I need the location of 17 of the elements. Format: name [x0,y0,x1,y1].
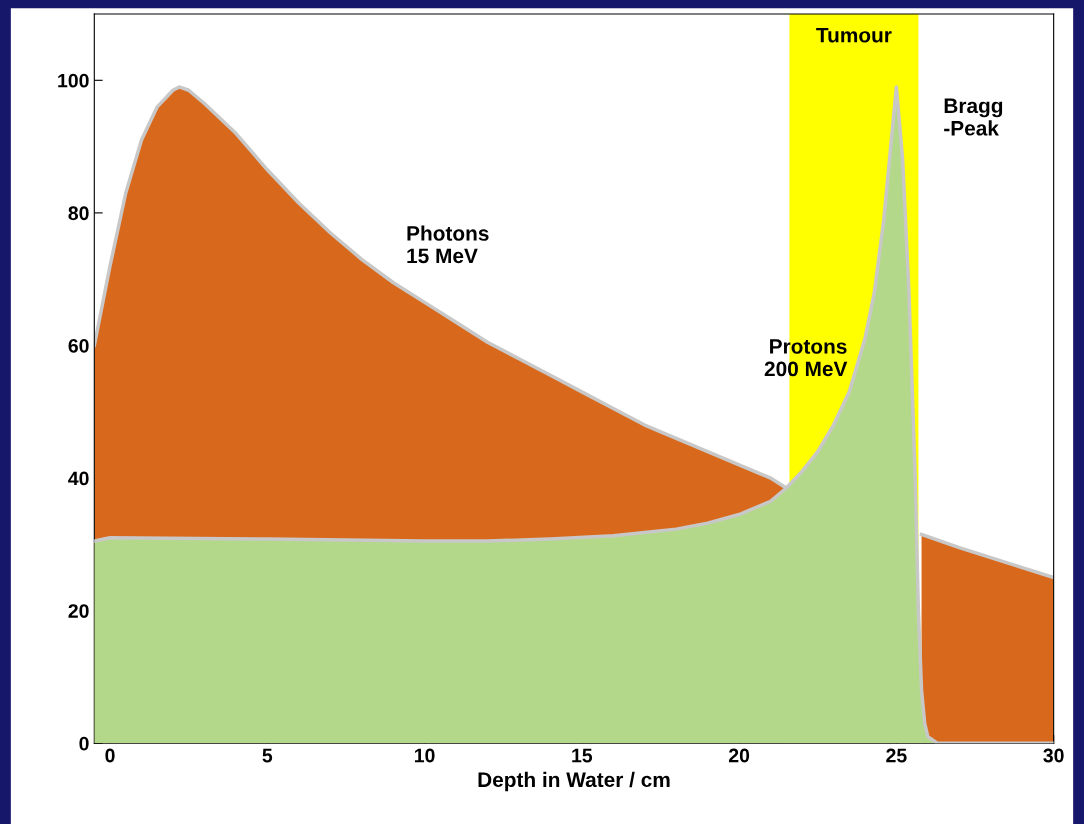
x-tick-label: 30 [1043,748,1064,763]
x-tick-label: 5 [262,748,273,763]
annotation: Bragg -Peak [944,98,1003,136]
y-tick-label: 20 [68,604,89,618]
x-tick-label: 25 [886,748,907,763]
y-tick-label: 40 [68,471,89,486]
x-tick-label: 15 [572,748,593,763]
x-tick-label: 0 [105,748,115,763]
y-tick-label: 100 [58,73,89,88]
series-label: Photons 15 MeV [407,225,489,264]
x-axis-title: Depth in Water / cm [478,771,670,792]
x-tick-label: 20 [728,748,750,763]
y-tick-label: 80 [68,206,89,221]
y-tick-label: 0 [79,736,89,751]
y-tick-label: 60 [68,338,89,353]
band-label: Tumour [816,28,892,43]
x-tick-label: 10 [414,748,435,763]
